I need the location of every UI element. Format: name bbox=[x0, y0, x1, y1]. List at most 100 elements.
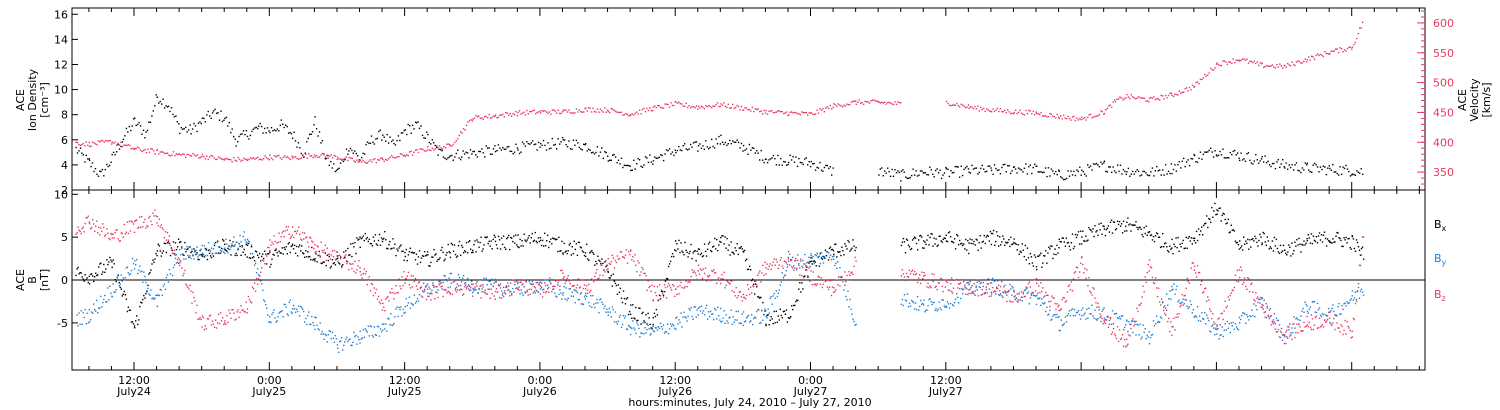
Bx-point bbox=[1035, 266, 1038, 268]
By-point bbox=[950, 290, 953, 293]
Bz-point bbox=[337, 260, 339, 262]
By-point bbox=[724, 322, 726, 324]
By-point bbox=[624, 315, 627, 317]
By-point bbox=[663, 332, 666, 334]
density-point bbox=[539, 146, 541, 148]
By-point bbox=[138, 269, 140, 271]
velocity-point bbox=[211, 155, 214, 157]
By-point bbox=[594, 306, 596, 309]
density-point bbox=[942, 174, 944, 176]
By-point bbox=[1076, 311, 1079, 314]
density-point bbox=[643, 164, 645, 166]
Bz-point bbox=[404, 282, 406, 284]
velocity-point bbox=[257, 156, 259, 158]
Bx-point bbox=[449, 252, 451, 254]
velocity-point bbox=[1046, 116, 1048, 118]
Bz-point bbox=[316, 245, 318, 247]
velocity-point bbox=[1207, 74, 1209, 76]
By-point bbox=[1014, 298, 1016, 301]
Bx-point bbox=[793, 304, 795, 307]
By-point bbox=[216, 240, 219, 242]
density-point bbox=[607, 160, 609, 162]
density-point bbox=[1304, 162, 1306, 164]
Bz-point bbox=[342, 264, 344, 267]
By-point bbox=[1177, 301, 1179, 303]
Bx-point bbox=[1187, 237, 1189, 239]
Bx-point bbox=[475, 251, 477, 253]
density-point bbox=[726, 144, 728, 147]
density-point bbox=[801, 162, 803, 164]
velocity-point bbox=[244, 158, 247, 161]
Bx-point bbox=[382, 238, 384, 241]
By-point bbox=[978, 286, 980, 288]
density-point bbox=[977, 173, 979, 175]
Bx-point bbox=[155, 252, 157, 255]
velocity-point bbox=[217, 156, 220, 158]
velocity-point bbox=[462, 128, 465, 130]
Bz-point bbox=[392, 291, 394, 294]
velocity-point bbox=[846, 103, 848, 105]
By-point bbox=[1225, 329, 1227, 331]
By-point bbox=[914, 302, 917, 304]
By-point bbox=[1040, 304, 1042, 306]
Bx-point bbox=[482, 248, 484, 250]
By-point bbox=[960, 297, 962, 300]
velocity-point bbox=[500, 114, 503, 116]
Bx-point bbox=[416, 263, 419, 265]
By-point bbox=[716, 318, 718, 320]
velocity-point bbox=[285, 156, 287, 158]
By-point bbox=[1037, 297, 1039, 299]
density-point bbox=[757, 152, 759, 154]
By-point bbox=[583, 296, 586, 298]
Bx-point bbox=[785, 309, 788, 311]
Bz-point bbox=[328, 253, 330, 255]
Bx-point bbox=[148, 273, 150, 275]
Bx-point bbox=[713, 245, 715, 247]
Bx-point bbox=[1124, 230, 1126, 232]
Bx-point bbox=[1254, 235, 1256, 238]
Bz-point bbox=[204, 325, 207, 327]
density-point bbox=[684, 143, 686, 145]
By-point bbox=[495, 281, 498, 283]
velocity-point bbox=[559, 112, 561, 115]
velocity-point bbox=[633, 114, 635, 116]
velocity-point bbox=[407, 155, 409, 157]
Bz-point bbox=[168, 235, 171, 237]
Bx-point bbox=[1066, 242, 1069, 244]
Bx-point bbox=[349, 254, 351, 256]
Bx-point bbox=[836, 256, 838, 258]
By-point bbox=[541, 289, 544, 291]
density-point bbox=[176, 121, 178, 123]
density-point bbox=[117, 143, 119, 146]
By-point bbox=[1129, 323, 1131, 326]
By-point bbox=[1322, 313, 1325, 316]
Bz-point bbox=[76, 232, 78, 234]
By-point bbox=[1191, 312, 1193, 314]
By-point bbox=[83, 316, 85, 319]
Bz-point bbox=[213, 326, 216, 328]
Bx-point bbox=[663, 291, 666, 293]
density-point bbox=[629, 165, 631, 167]
Bz-point bbox=[434, 298, 436, 300]
density-point bbox=[154, 105, 156, 107]
By-point bbox=[799, 267, 801, 269]
velocity-point bbox=[850, 101, 853, 103]
velocity-point bbox=[410, 150, 412, 152]
By-point bbox=[994, 280, 996, 282]
By-point bbox=[720, 307, 722, 310]
Bx-point bbox=[941, 241, 943, 243]
Bz-point bbox=[396, 291, 398, 294]
velocity-point bbox=[124, 144, 127, 147]
Bz-point bbox=[245, 301, 247, 303]
density-point bbox=[161, 103, 163, 105]
density-point bbox=[241, 133, 243, 135]
By-point bbox=[1336, 315, 1338, 317]
By-point bbox=[1290, 334, 1292, 336]
Bz-point bbox=[122, 236, 124, 238]
By-point bbox=[905, 300, 908, 302]
By-point bbox=[328, 330, 330, 332]
Bx-point bbox=[612, 273, 614, 275]
velocity-point bbox=[161, 151, 163, 153]
Bx-point bbox=[1320, 234, 1323, 236]
Bx-point bbox=[1015, 243, 1017, 245]
